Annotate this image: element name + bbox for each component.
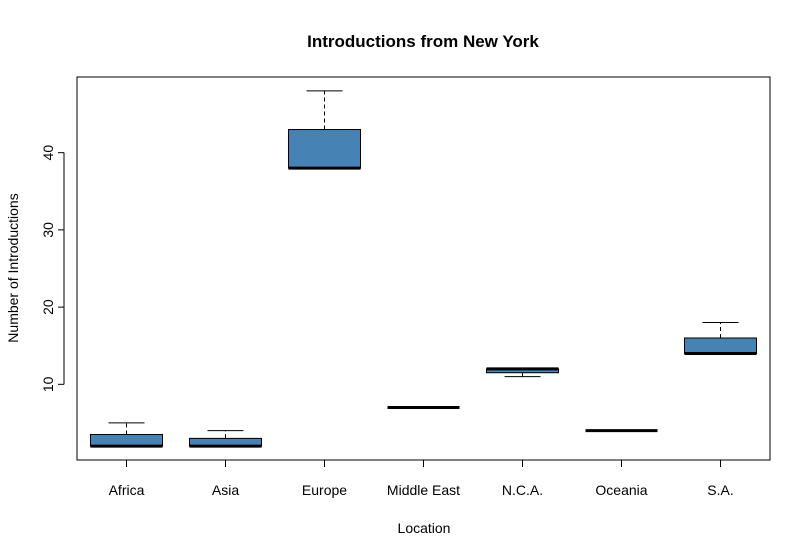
iqr-box bbox=[684, 337, 757, 354]
y-tick-label: 40 bbox=[40, 145, 56, 161]
y-tick-label: 10 bbox=[40, 376, 56, 392]
chart-title: Introductions from New York bbox=[307, 32, 539, 51]
boxes bbox=[90, 90, 757, 448]
y-tick-label: 20 bbox=[40, 299, 56, 315]
x-axis: Africa Asia Europe Middle East N.C.A. Oceania… bbox=[109, 459, 734, 498]
x-tick-label: S.A. bbox=[707, 482, 733, 498]
x-axis-label: Location bbox=[398, 520, 451, 536]
y-axis-label: Number of Introductions bbox=[5, 193, 21, 342]
x-tick-label: Asia bbox=[212, 482, 239, 498]
box-s-a bbox=[684, 322, 757, 355]
box-europe bbox=[288, 90, 361, 170]
y-tick-label: 30 bbox=[40, 222, 56, 238]
x-tick-label: Africa bbox=[109, 482, 145, 498]
iqr-box bbox=[90, 434, 163, 447]
iqr-box bbox=[288, 129, 361, 169]
y-axis: 10 20 30 40 bbox=[40, 145, 65, 392]
x-tick-label: Europe bbox=[302, 482, 347, 498]
x-tick-label: Oceania bbox=[595, 482, 647, 498]
plot-frame bbox=[76, 76, 771, 461]
x-tick-label: N.C.A. bbox=[502, 482, 543, 498]
box-n-c-a bbox=[486, 367, 559, 378]
box-asia bbox=[189, 430, 262, 448]
box-africa bbox=[90, 422, 163, 448]
x-tick-label: Middle East bbox=[387, 482, 460, 498]
